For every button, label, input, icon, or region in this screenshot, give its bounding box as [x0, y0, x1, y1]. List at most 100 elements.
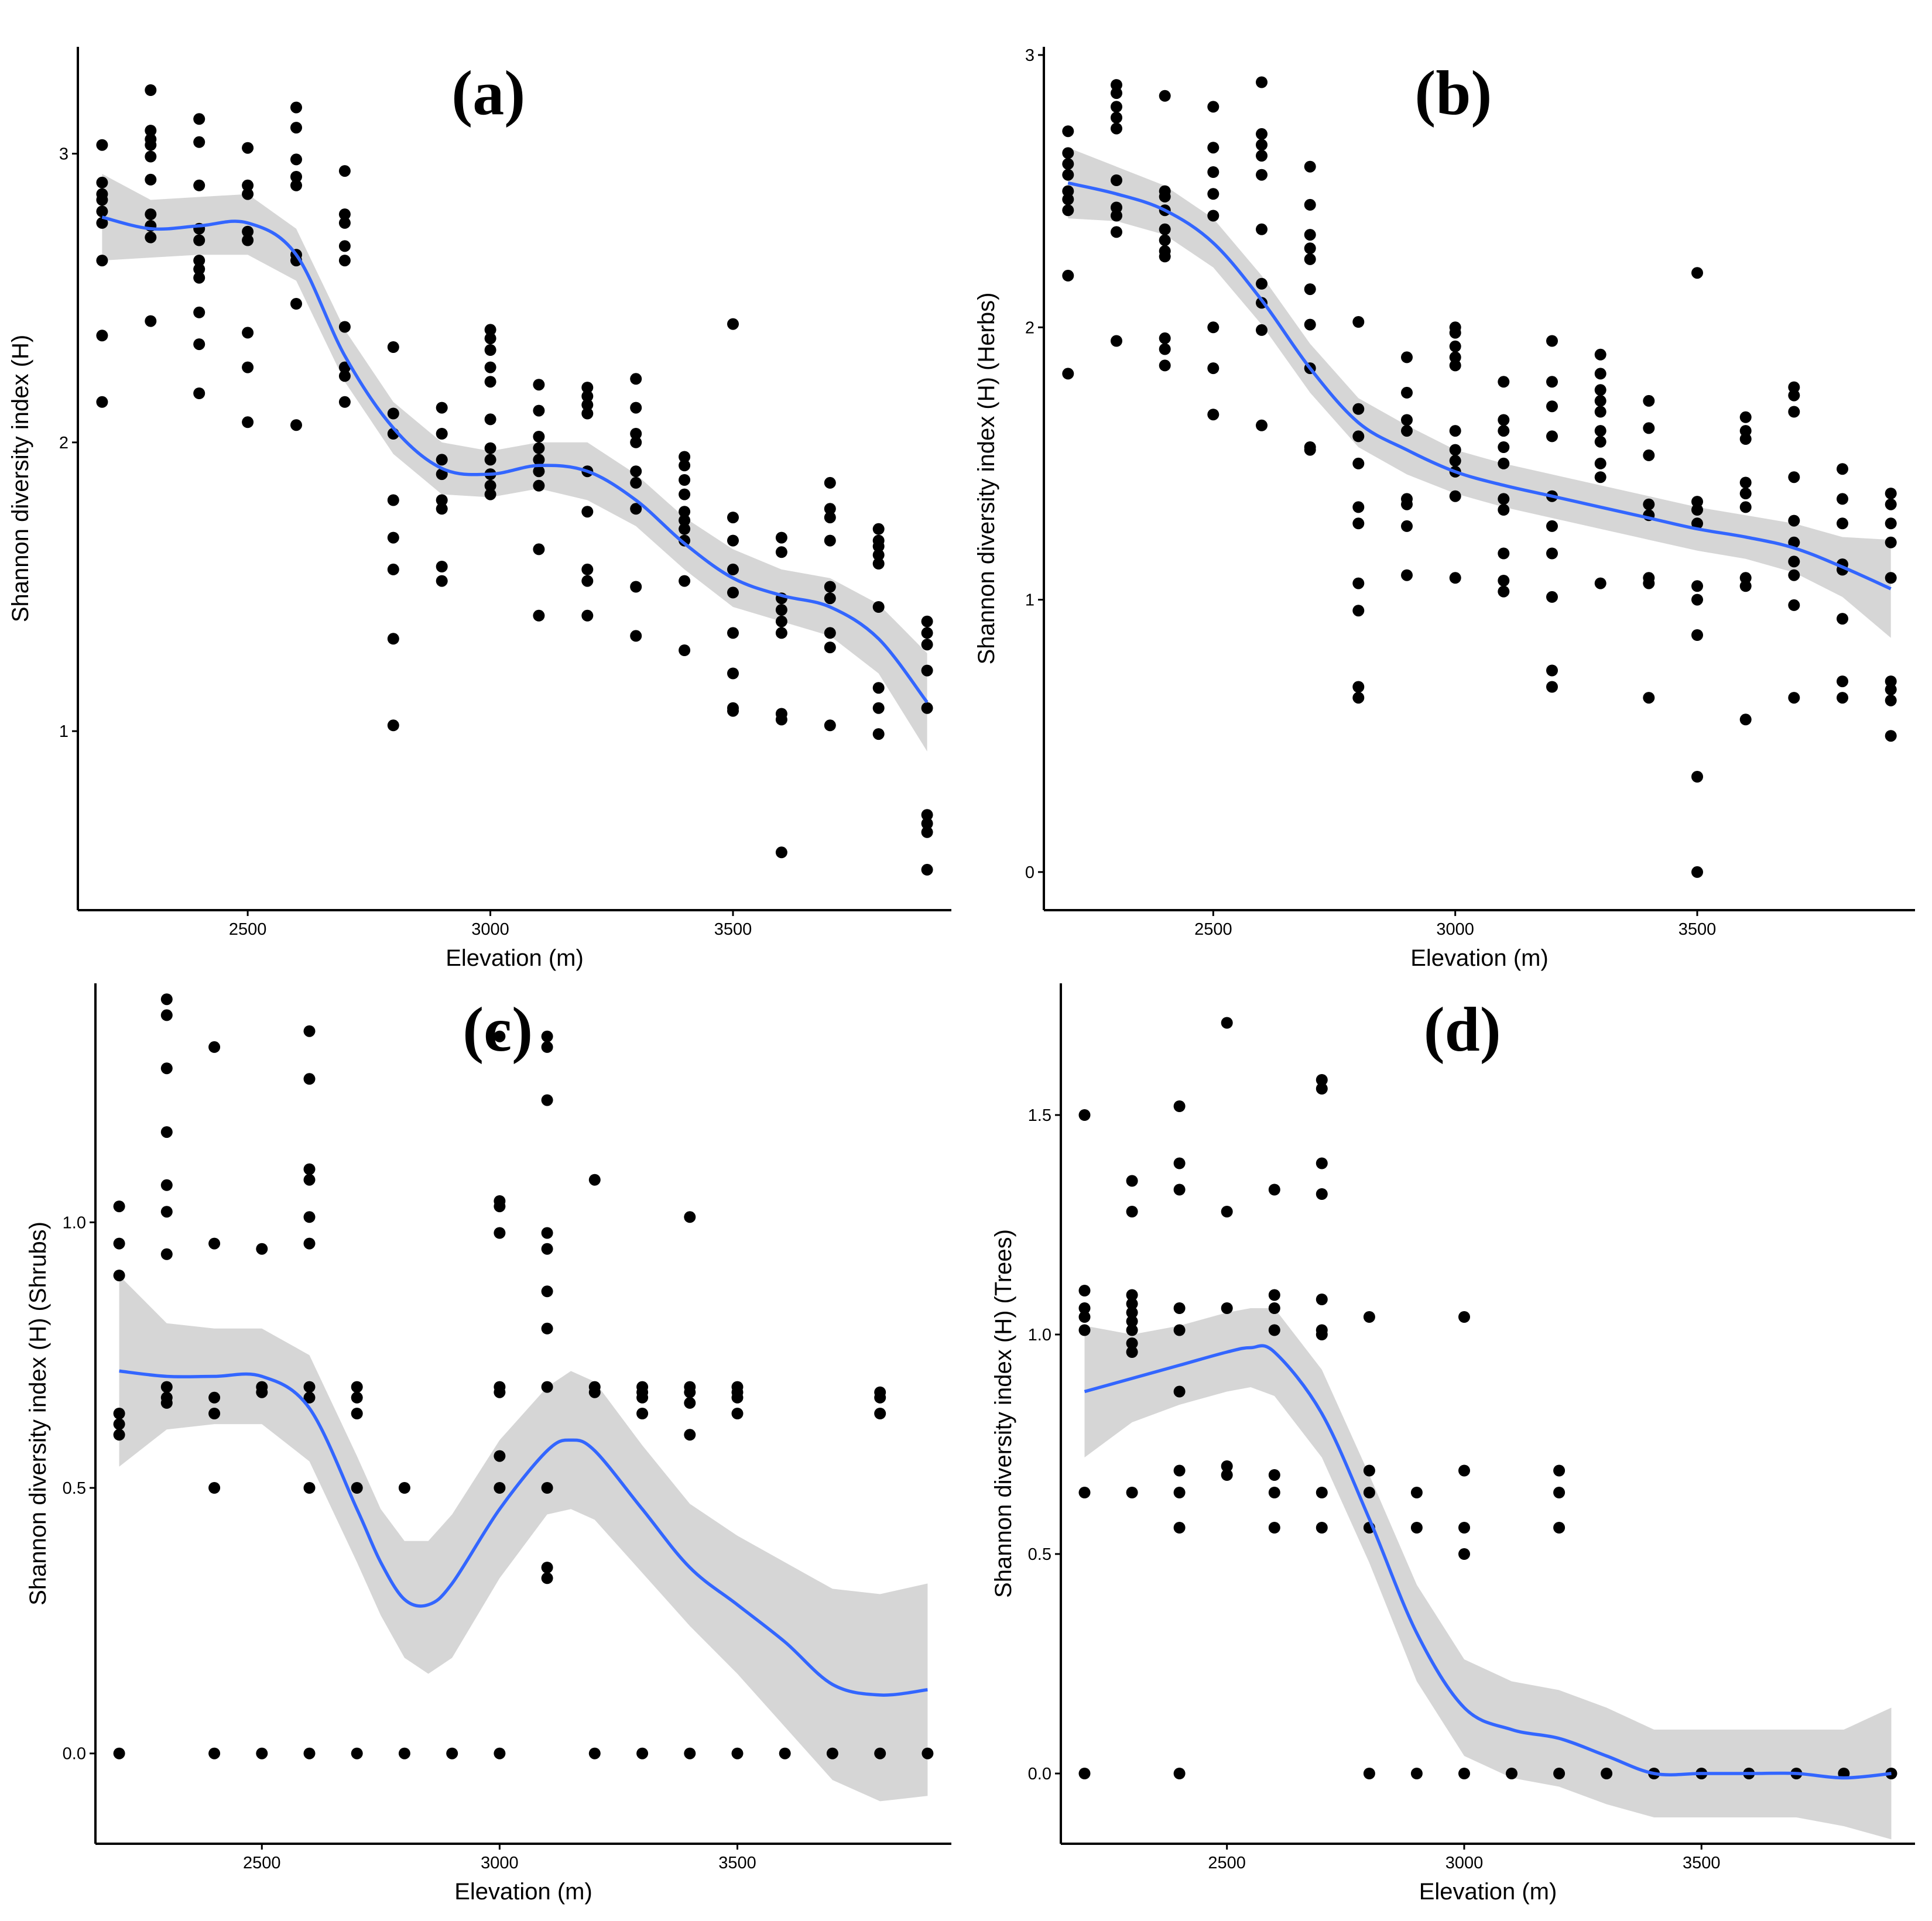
panel-c: 2500 3000 3500 0.0 0.5 1.0 Elevation (m) Shanno… [25, 983, 951, 1905]
data-point [588, 1386, 601, 1398]
data-point [113, 1408, 125, 1419]
data-point [494, 1030, 506, 1042]
data-point [1885, 694, 1897, 706]
data-point [1739, 433, 1752, 445]
data-point [193, 272, 205, 284]
data-point [1449, 340, 1461, 352]
data-point [1221, 1017, 1233, 1029]
data-point [1885, 517, 1897, 530]
data-point [1643, 449, 1655, 461]
data-point [1837, 613, 1848, 625]
data-point [824, 534, 836, 547]
data-point [484, 454, 496, 466]
x-axis-title: Elevation (m) [1410, 945, 1549, 971]
data-point [208, 1237, 221, 1250]
data-point [1739, 572, 1752, 584]
data-point [1111, 79, 1122, 91]
data-point [484, 324, 496, 336]
data-point [684, 1429, 696, 1441]
data-point [1739, 488, 1752, 500]
data-point [494, 1200, 506, 1213]
data-point [533, 379, 545, 391]
data-point [541, 1030, 553, 1042]
data-point [387, 563, 399, 575]
data-point [145, 125, 157, 137]
confidence-band [1068, 147, 1891, 638]
data-point [1062, 269, 1074, 282]
data-point [1837, 463, 1848, 475]
data-point [731, 1747, 744, 1759]
data-point [630, 373, 642, 385]
data-point [145, 173, 157, 186]
confidence-band [119, 1275, 928, 1802]
data-point [338, 361, 351, 373]
y-axis-title: Shannon diversity index (H) (Shrubs) [25, 1222, 51, 1606]
data-point [193, 234, 205, 246]
data-point [1078, 1768, 1091, 1779]
data-point [145, 315, 157, 327]
data-point [1449, 490, 1461, 502]
data-point [1173, 1522, 1186, 1534]
data-point [1352, 605, 1365, 617]
x-tick-label: 3500 [1683, 1854, 1721, 1872]
data-point [1173, 1184, 1186, 1196]
data-point [1691, 594, 1703, 606]
data-point [684, 1397, 696, 1409]
data-point [1788, 389, 1800, 402]
y-axis-title: Shannon diversity index (H) (Trees) [991, 1229, 1016, 1598]
data-point [1159, 223, 1171, 235]
data-point [256, 1747, 268, 1759]
data-point [1352, 681, 1365, 693]
data-point [242, 179, 254, 191]
y-tick-label: 0.5 [1028, 1545, 1051, 1564]
data-point [1691, 580, 1703, 592]
fit-line [119, 1369, 928, 1697]
data-point [1691, 496, 1703, 508]
data-point [1449, 572, 1461, 584]
data-point [303, 1211, 316, 1223]
data-point [436, 454, 448, 466]
data-point [208, 1041, 221, 1053]
data-point [679, 514, 691, 526]
data-point [727, 705, 739, 717]
data-point [1126, 1289, 1138, 1301]
data-point [541, 1562, 553, 1574]
data-point [1739, 580, 1752, 592]
data-point [387, 494, 399, 506]
data-point [1221, 1469, 1233, 1481]
data-point [1078, 1109, 1091, 1121]
data-point [160, 1179, 173, 1191]
data-point [351, 1408, 363, 1419]
y-tick-label: 1 [1025, 591, 1034, 610]
data-point [1691, 267, 1703, 279]
data-point [1601, 1768, 1613, 1779]
data-point [1837, 517, 1848, 530]
data-point [1458, 1548, 1470, 1560]
data-point [1304, 242, 1316, 255]
data-point [1498, 376, 1510, 388]
data-point [1126, 1306, 1138, 1319]
data-point [541, 1572, 553, 1584]
data-point [1062, 125, 1074, 138]
data-point [921, 615, 933, 627]
data-point [1401, 414, 1413, 426]
data-point [1159, 251, 1171, 263]
data-point [727, 318, 739, 330]
data-point [1498, 547, 1510, 560]
data-point [1788, 406, 1800, 418]
data-point [679, 523, 691, 535]
data-point [1643, 577, 1655, 589]
x-tick-label: 3500 [714, 920, 752, 939]
data-point [1111, 210, 1122, 222]
data-point [1062, 204, 1074, 217]
data-point [588, 1747, 601, 1759]
data-point [1594, 457, 1606, 469]
data-point [494, 1386, 506, 1398]
data-point [541, 1285, 553, 1298]
data-point [684, 1386, 696, 1398]
data-point [824, 642, 836, 654]
data-point [1078, 1487, 1091, 1498]
data-point [1739, 425, 1752, 437]
data-point [290, 171, 302, 183]
data-point [1885, 498, 1897, 510]
